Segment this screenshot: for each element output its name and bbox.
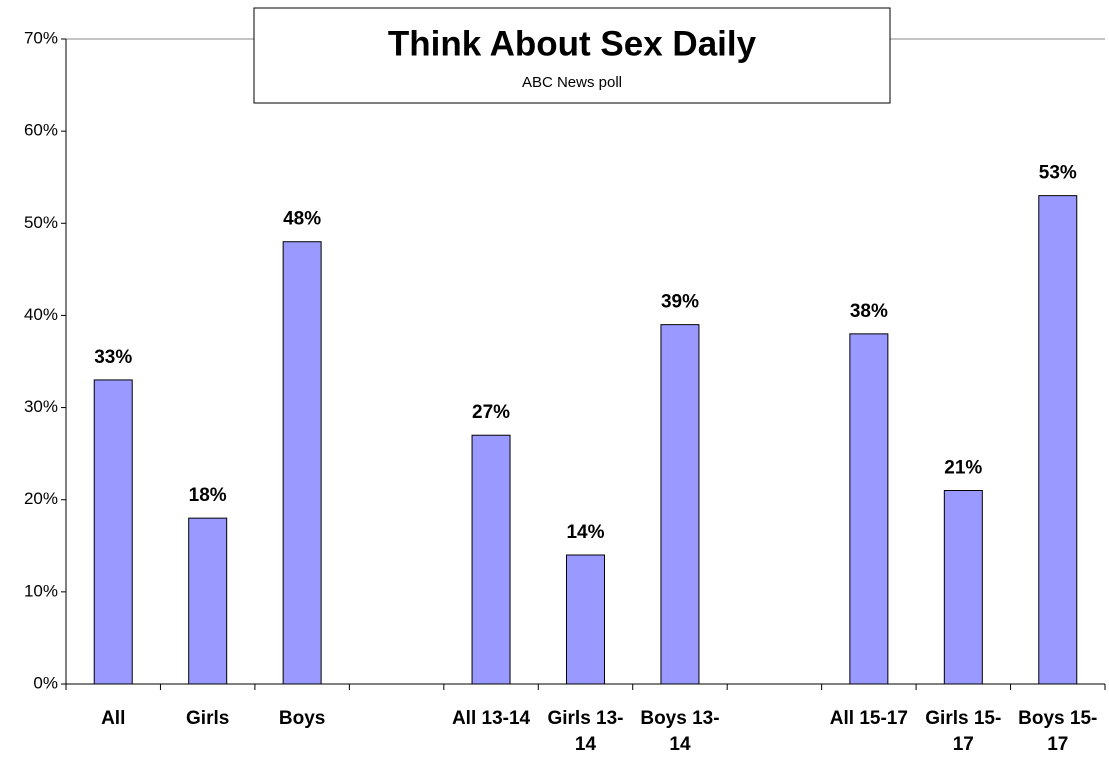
x-tick-label: Girls 13-14 [547, 708, 624, 755]
bar [93, 379, 133, 685]
data-label: 21% [944, 458, 982, 479]
y-tick-label: 20% [24, 489, 58, 508]
data-label: 27% [472, 402, 510, 423]
bar [282, 241, 322, 685]
y-tick-label: 50% [24, 213, 58, 232]
chart-subtitle: ABC News poll [522, 74, 622, 91]
bar [566, 554, 605, 685]
data-label: 39% [661, 292, 699, 313]
x-tick-label: Boys 13-14 [640, 708, 720, 755]
y-tick-label: 10% [24, 581, 58, 600]
title-box [253, 7, 891, 104]
x-tick-label: All 13-14 [451, 708, 531, 729]
y-tick-label: 70% [24, 28, 58, 47]
x-tick-label: Girls 15-17 [925, 708, 1002, 755]
y-tick-label: 30% [24, 397, 58, 416]
y-tick-label: 40% [24, 305, 58, 324]
bar [660, 324, 700, 685]
chart-title: Think About Sex Daily [388, 24, 757, 63]
data-label: 14% [566, 522, 604, 543]
y-tick-label: 0% [33, 673, 58, 692]
data-label: 33% [94, 347, 132, 368]
data-label: 18% [189, 485, 227, 506]
x-tick-label: Boys [278, 708, 326, 729]
x-tick-label: All 15-17 [829, 708, 908, 729]
y-tick-label: 60% [24, 121, 58, 140]
x-tick-label: Boys 15-17 [1018, 708, 1098, 755]
bar [1038, 195, 1078, 685]
data-label: 53% [1039, 163, 1077, 184]
bar [943, 490, 983, 685]
bar [471, 434, 511, 685]
bar [188, 517, 228, 685]
data-label: 48% [283, 209, 321, 230]
data-label: 38% [850, 301, 888, 322]
x-tick-label: Girls [186, 708, 230, 729]
x-tick-label: All [101, 708, 126, 729]
bar [849, 333, 889, 685]
